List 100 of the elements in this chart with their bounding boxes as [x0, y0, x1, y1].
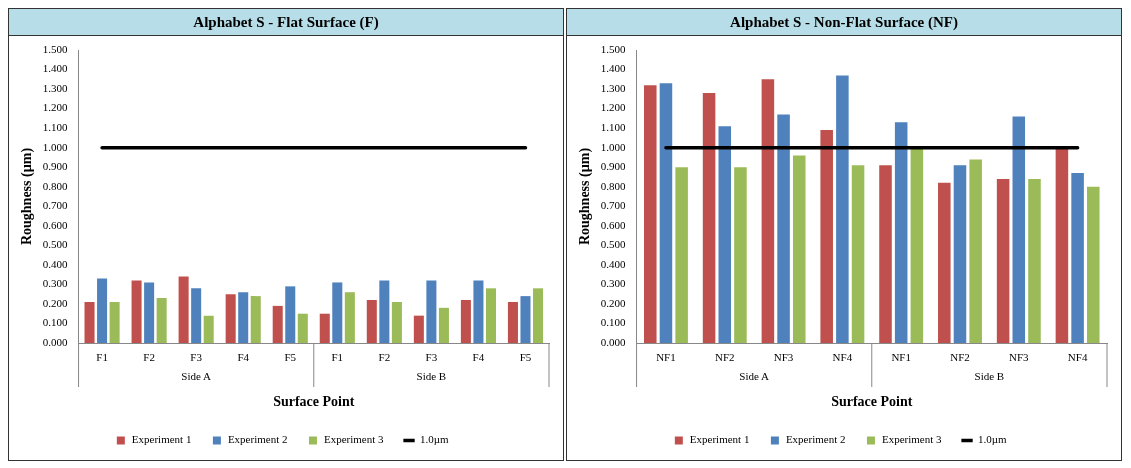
bar [379, 280, 390, 343]
y-tick-label: 0.600 [600, 218, 627, 231]
y-tick-label: 0.100 [42, 316, 69, 329]
bar [366, 300, 377, 343]
legend-label: Experiment 1 [131, 433, 192, 446]
bar [473, 280, 484, 343]
bar [702, 92, 716, 343]
x-tick-label: F3 [425, 351, 438, 364]
x-tick-label: F2 [378, 351, 391, 364]
y-tick-label: 1.400 [600, 62, 627, 75]
y-tick-label: 1.300 [600, 81, 627, 94]
y-tick-label: 0.700 [600, 199, 627, 212]
legend-label: 1.0µm [978, 433, 1008, 446]
legend-label: Experiment 2 [227, 433, 288, 446]
x-tick-label: F5 [519, 351, 532, 364]
bar [533, 288, 544, 343]
bar [191, 288, 202, 343]
chart-title: Alphabet S - Flat Surface (F) [9, 9, 563, 36]
bar [792, 155, 806, 343]
x-tick-label: F1 [331, 351, 344, 364]
x-tick-label: NF3 [1009, 351, 1030, 364]
text: Side A [739, 369, 770, 382]
y-tick-label: 0.200 [600, 296, 627, 309]
y-tick-label: 0.500 [42, 238, 69, 251]
bar [285, 286, 296, 343]
x-tick-label: NF3 [773, 351, 794, 364]
y-tick-label: 0.800 [600, 179, 627, 192]
bar [97, 278, 108, 343]
bar [761, 79, 775, 343]
x-tick-label: NF2 [950, 351, 970, 364]
y-tick-label: 0.400 [42, 257, 69, 270]
y-tick-label: 0.000 [42, 335, 69, 348]
bar [225, 294, 236, 343]
bar [84, 301, 95, 343]
y-tick-label: 0.600 [42, 218, 69, 231]
bar [109, 301, 120, 343]
bar [272, 305, 283, 343]
y-tick-label: 0.700 [42, 199, 69, 212]
y-tick-label: 1.000 [42, 140, 69, 153]
bar [144, 282, 155, 343]
x-tick-label: F3 [190, 351, 203, 364]
bar [297, 313, 308, 343]
x-tick-label: F2 [143, 351, 155, 364]
y-tick-label: 0.400 [600, 257, 627, 270]
bar [734, 167, 747, 343]
bar [953, 165, 967, 343]
bar [851, 165, 865, 343]
bar [156, 298, 167, 343]
bar [344, 292, 355, 343]
y-tick-label: 1.100 [600, 121, 627, 134]
y-tick-label: 1.500 [600, 42, 627, 55]
x-tick-label: F4 [237, 351, 250, 364]
chart-title: Alphabet S - Non-Flat Surface (NF) [567, 9, 1121, 36]
y-tick-label: 0.100 [600, 316, 627, 329]
x-axis-title: Surface Point [831, 394, 913, 410]
bar [910, 147, 924, 343]
y-axis-title: Roughness (µm) [577, 147, 594, 246]
text: Side B [974, 369, 1005, 382]
bar [938, 182, 951, 343]
bar [485, 288, 496, 343]
bar [1055, 147, 1069, 343]
y-tick-label: 0.500 [600, 238, 627, 251]
y-tick-label: 0.900 [42, 160, 69, 173]
x-tick-label: F4 [472, 351, 485, 364]
y-tick-label: 1.200 [600, 101, 627, 114]
bar [836, 75, 849, 343]
bar [391, 301, 402, 343]
x-tick-label: NF1 [656, 351, 676, 364]
bar [820, 130, 833, 343]
bar [238, 292, 249, 343]
bar [460, 300, 471, 343]
x-tick-label: NF2 [714, 351, 735, 364]
bar [319, 313, 330, 343]
y-tick-label: 0.000 [600, 335, 627, 348]
bar [520, 296, 531, 343]
bar [777, 114, 790, 343]
bar [332, 282, 343, 343]
x-tick-label: NF1 [891, 351, 911, 364]
bar [426, 280, 437, 343]
bar [894, 122, 908, 343]
legend-label: Experiment 1 [689, 433, 750, 446]
y-tick-label: 0.900 [600, 160, 627, 173]
text: Side B [416, 369, 447, 382]
bar [644, 85, 657, 343]
legend-label: Experiment 2 [785, 433, 846, 446]
bar [178, 276, 189, 343]
text: Side A [181, 369, 212, 382]
bar [996, 178, 1010, 343]
bar [969, 159, 982, 343]
y-tick-label: 1.100 [42, 121, 69, 134]
bar [438, 307, 449, 343]
bar [507, 301, 518, 343]
y-axis-title: Roughness (µm) [19, 147, 36, 246]
x-tick-label: F5 [284, 351, 297, 364]
bar [1087, 186, 1100, 343]
y-tick-label: 1.000 [600, 140, 627, 153]
bar [413, 315, 424, 343]
x-axis-title: Surface Point [273, 394, 355, 410]
y-tick-label: 0.300 [42, 277, 69, 290]
y-tick-label: 0.800 [42, 179, 69, 192]
